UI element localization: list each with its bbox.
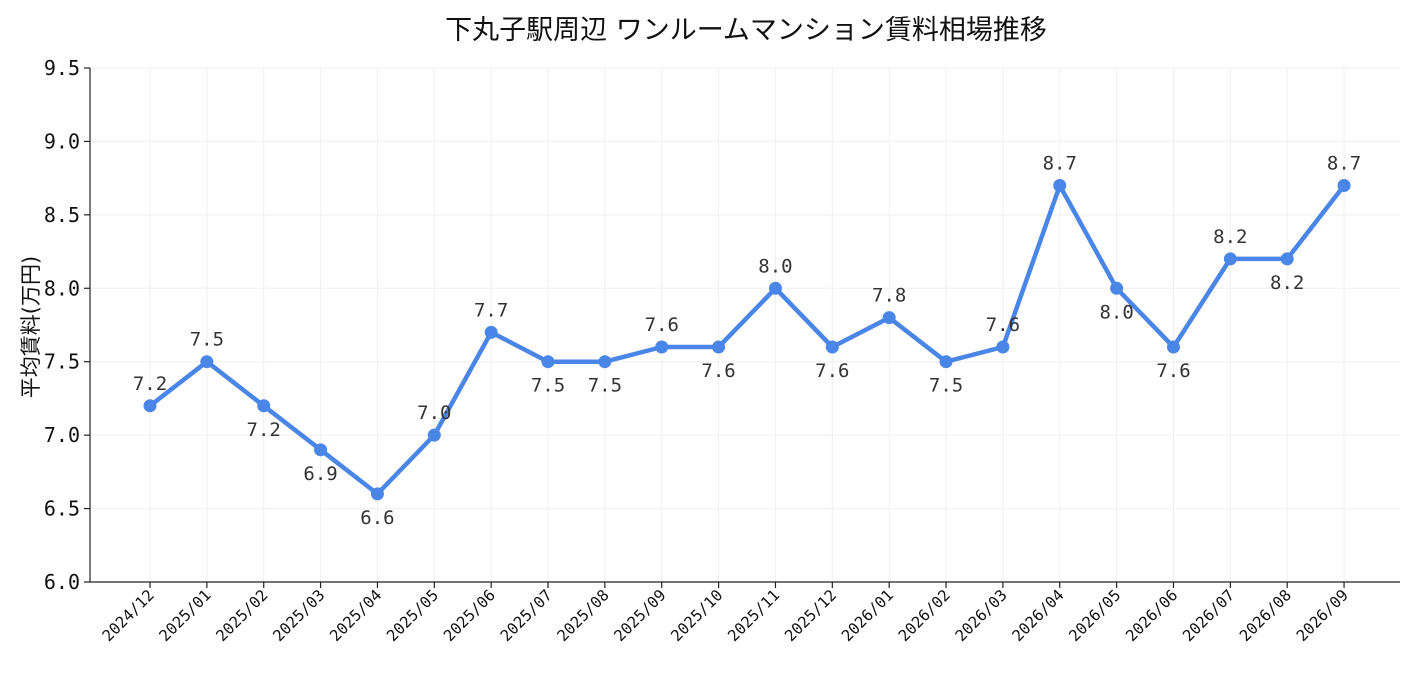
axes bbox=[84, 67, 1400, 588]
x-tick-label: 2025/02 bbox=[213, 586, 272, 645]
data-point bbox=[1280, 252, 1294, 266]
x-tick-label: 2025/11 bbox=[724, 586, 783, 645]
data-point bbox=[541, 355, 555, 369]
y-tick-label: 6.5 bbox=[44, 497, 80, 521]
data-label: 7.5 bbox=[531, 375, 565, 397]
data-point bbox=[1110, 281, 1124, 295]
series bbox=[143, 178, 1351, 501]
x-tick-label: 2026/02 bbox=[895, 586, 954, 645]
x-tick-label: 2026/06 bbox=[1122, 586, 1181, 645]
data-point bbox=[768, 281, 782, 295]
data-point bbox=[825, 340, 839, 354]
x-tick-label: 2025/07 bbox=[497, 586, 556, 645]
data-label: 7.2 bbox=[247, 419, 281, 441]
data-label: 8.7 bbox=[1043, 152, 1077, 174]
data-label: 7.8 bbox=[872, 285, 906, 307]
y-tick-label: 8.5 bbox=[44, 203, 80, 227]
data-point bbox=[370, 487, 384, 501]
data-labels: 7.2 7.5 7.2 6.9 6.6 7.0 7.7 7.5 7.5 7.6 7.6 8.0 7.6 7… bbox=[133, 152, 1361, 528]
data-label: 7.2 bbox=[133, 373, 167, 395]
data-point bbox=[484, 325, 498, 339]
data-point bbox=[598, 355, 612, 369]
data-label: 7.6 bbox=[701, 360, 735, 382]
data-point bbox=[314, 443, 328, 457]
data-point bbox=[1166, 340, 1180, 354]
data-label: 6.6 bbox=[360, 507, 394, 529]
data-label: 8.2 bbox=[1213, 226, 1247, 248]
y-tick-label: 7.5 bbox=[44, 350, 80, 374]
series-line bbox=[147, 183, 1347, 497]
data-point bbox=[712, 340, 726, 354]
x-tick-label: 2026/04 bbox=[1009, 586, 1068, 645]
x-tick-label: 2026/08 bbox=[1236, 586, 1295, 645]
x-tick-label: 2025/08 bbox=[554, 586, 613, 645]
x-tick-label: 2025/05 bbox=[383, 586, 442, 645]
data-point bbox=[939, 355, 953, 369]
x-tick-labels: 2024/122025/012025/022025/032025/042025/… bbox=[99, 586, 1352, 645]
y-tick-label: 9.0 bbox=[44, 129, 80, 153]
data-point bbox=[655, 340, 669, 354]
data-label: 7.5 bbox=[190, 329, 224, 351]
data-point bbox=[1223, 252, 1237, 266]
x-tick-label: 2026/05 bbox=[1066, 586, 1125, 645]
data-label: 7.7 bbox=[474, 299, 508, 321]
y-tick-label: 9.5 bbox=[44, 56, 80, 80]
data-point bbox=[257, 399, 271, 413]
y-tick-label: 6.0 bbox=[44, 570, 80, 594]
data-point bbox=[200, 355, 214, 369]
data-label: 8.7 bbox=[1327, 152, 1361, 174]
data-point bbox=[1337, 178, 1351, 192]
x-tick-label: 2024/12 bbox=[99, 586, 158, 645]
y-tick-label: 8.0 bbox=[44, 276, 80, 300]
x-tick-label: 2025/01 bbox=[156, 586, 215, 645]
data-label: 7.5 bbox=[588, 375, 622, 397]
x-tick-label: 2025/09 bbox=[611, 586, 670, 645]
data-label: 7.6 bbox=[645, 314, 679, 336]
data-point bbox=[1053, 178, 1067, 192]
data-point bbox=[996, 340, 1010, 354]
x-tick-label: 2026/09 bbox=[1293, 586, 1352, 645]
data-label: 8.0 bbox=[758, 255, 792, 277]
data-point bbox=[427, 428, 441, 442]
y-axis-label: 平均賃料(万円) bbox=[19, 256, 43, 398]
x-tick-label: 2025/04 bbox=[326, 586, 385, 645]
chart-title: 下丸子駅周辺 ワンルームマンション賃料相場推移 bbox=[445, 15, 1047, 46]
x-tick-label: 2025/06 bbox=[440, 586, 499, 645]
x-tick-label: 2025/10 bbox=[668, 586, 727, 645]
y-tick-label: 7.0 bbox=[44, 423, 80, 447]
x-tick-label: 2026/01 bbox=[838, 586, 897, 645]
x-tick-label: 2025/12 bbox=[781, 586, 840, 645]
data-label: 6.9 bbox=[303, 463, 337, 485]
data-label: 8.0 bbox=[1099, 301, 1133, 323]
data-label: 8.2 bbox=[1270, 272, 1304, 294]
data-label: 7.6 bbox=[815, 360, 849, 382]
data-label: 7.5 bbox=[929, 375, 963, 397]
x-tick-label: 2026/07 bbox=[1179, 586, 1238, 645]
data-point bbox=[143, 399, 157, 413]
y-tick-labels: 6.0 6.5 7.0 7.5 8.0 8.5 9.0 9.5 bbox=[44, 56, 80, 594]
data-label: 7.0 bbox=[417, 402, 451, 424]
x-tick-label: 2025/03 bbox=[269, 586, 328, 645]
data-label: 7.6 bbox=[1156, 360, 1190, 382]
grid-lines bbox=[90, 67, 1400, 583]
data-label: 7.6 bbox=[986, 314, 1020, 336]
x-tick-label: 2026/03 bbox=[952, 586, 1011, 645]
data-point bbox=[882, 311, 896, 325]
